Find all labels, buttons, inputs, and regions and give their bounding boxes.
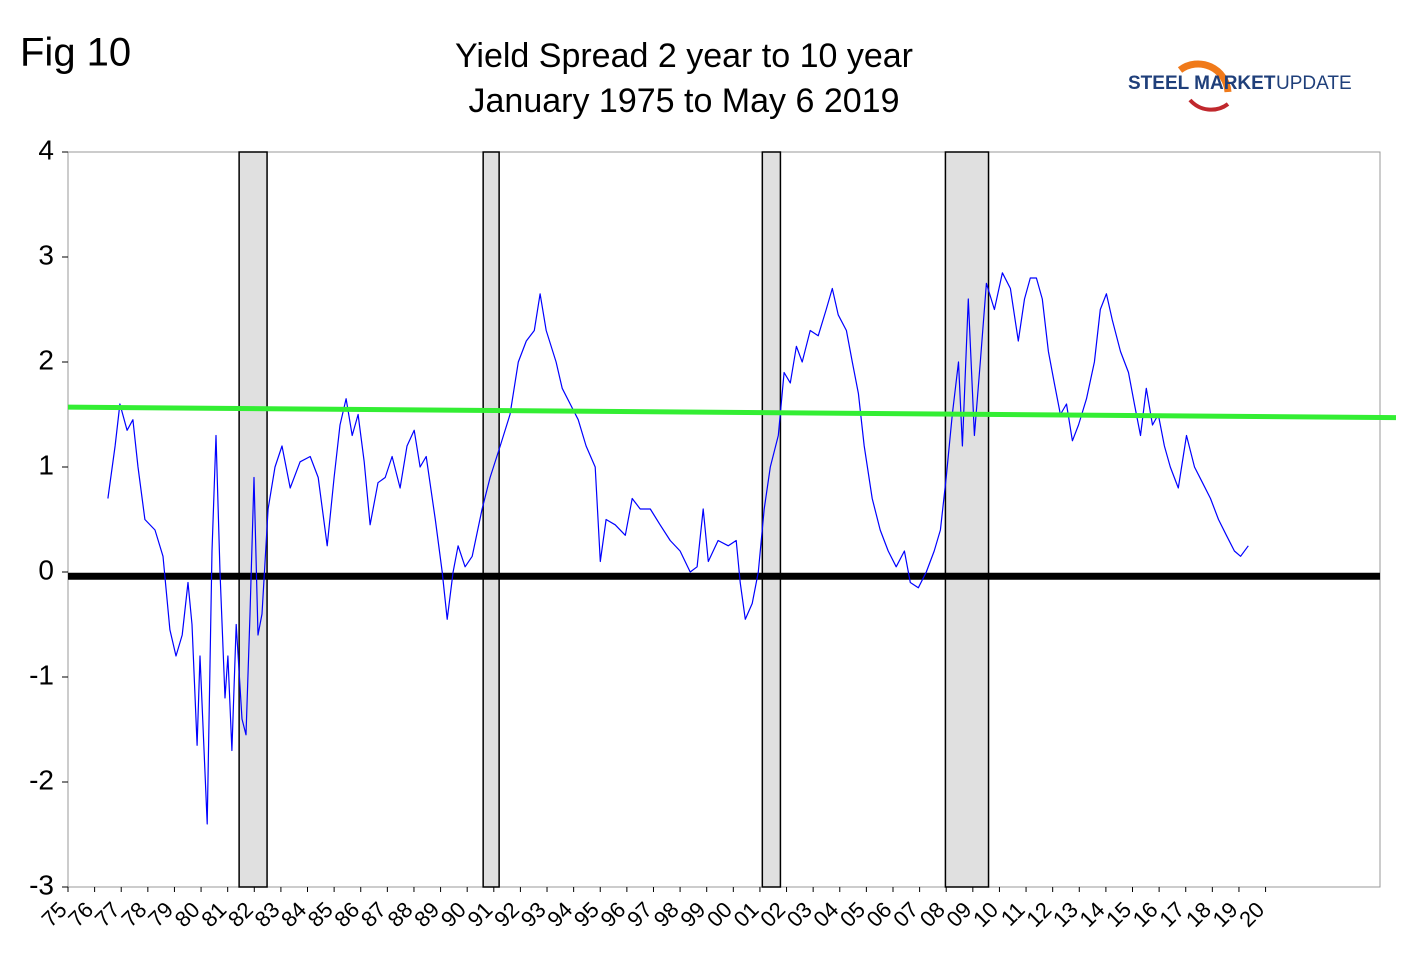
y-tick-label: 4	[38, 134, 54, 165]
trend-line	[67, 404, 1397, 421]
logo-text: UPDATE	[1276, 73, 1352, 94]
chart-subtitle: January 1975 to May 6 2019	[469, 82, 900, 120]
figure-label: Fig 10	[20, 31, 131, 75]
y-tick-label: 0	[38, 554, 54, 585]
logo-arc	[1188, 98, 1230, 112]
logo-arc	[1177, 60, 1232, 93]
plot-frame	[67, 151, 1381, 888]
y-tick-label: -1	[29, 659, 54, 690]
y-tick-label: 2	[38, 344, 54, 375]
logo: STEEL MARKET UPDATE	[1128, 60, 1352, 112]
recession-band	[944, 151, 990, 888]
chart-title: Yield Spread 2 year to 10 year	[455, 37, 913, 75]
x-tick-label: 20	[1234, 897, 1269, 932]
data-line	[107, 272, 1249, 825]
y-tick-label: 1	[38, 449, 54, 480]
y-tick-label: -2	[29, 764, 54, 795]
recession-band	[482, 151, 500, 888]
y-tick-label: -3	[29, 869, 54, 900]
y-tick-label: 3	[38, 239, 54, 270]
logo-bold: STEEL MARKET	[1128, 73, 1276, 94]
recession-band	[761, 151, 782, 888]
plot-area: -3-2-10123475767778798081828384858687888…	[29, 134, 1397, 932]
